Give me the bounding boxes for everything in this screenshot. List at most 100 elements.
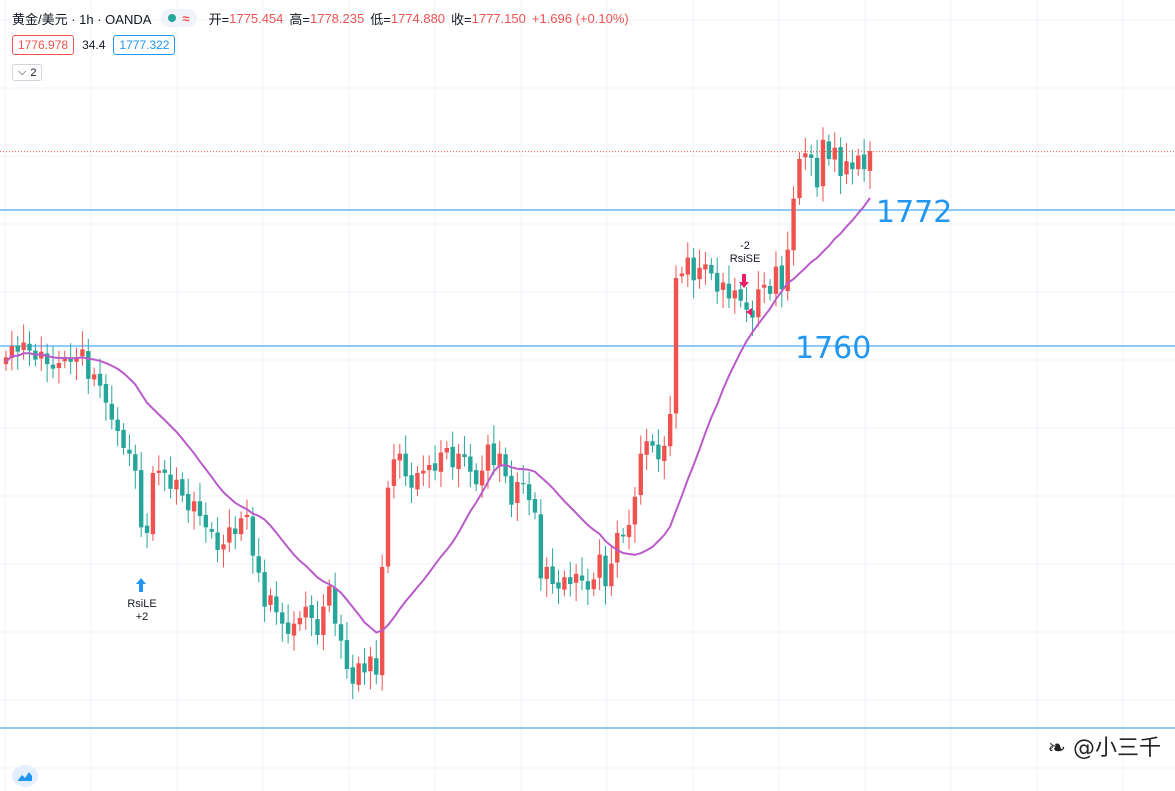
candle [650,434,655,453]
watermark: ❧ @小三千 [1048,730,1161,762]
candle-body [197,501,203,516]
market-status-pill[interactable]: ≈ [161,9,197,27]
candle-body [297,618,303,625]
candle-body [9,346,15,358]
candle-body [203,514,209,528]
candle-body [444,448,450,453]
candle [86,338,91,395]
candle-body [121,429,126,448]
candle-body [168,474,173,489]
candle-body [691,257,696,281]
candle-body [174,479,179,490]
candle-body [144,525,150,533]
candle-body [826,141,832,159]
candle [368,646,373,690]
indicator-count: 2 [30,66,37,79]
candle [321,594,326,651]
candle [703,251,708,285]
candle [844,143,849,184]
candle-body [785,249,790,292]
candle-body [233,528,238,535]
candle-body [532,499,538,513]
candle-body [709,264,714,274]
candle [133,444,138,489]
candle [767,279,773,301]
indicators-toggle-button[interactable]: ⌵ 2 [12,64,43,81]
sell-price-button[interactable]: 1776.978 [12,35,75,55]
candle-body [656,444,661,460]
candle-body [315,619,320,635]
candle [662,436,667,480]
candle [97,358,103,399]
candle [450,431,455,480]
candle-body [432,463,438,471]
candle-body [97,373,103,386]
candle [56,350,62,384]
candle [632,487,638,543]
candle-body [27,343,32,351]
candle-body [550,566,555,584]
candle [797,152,802,205]
candle [691,247,696,299]
candle-body [820,139,826,187]
candle [803,138,808,170]
horizontal-levels[interactable] [0,209,1175,729]
candle-body [332,587,338,624]
candle-body [62,357,67,362]
candle-body [526,484,532,501]
candle-body [797,159,802,199]
candle [667,395,673,456]
candle [679,266,685,284]
candle-body [409,475,414,488]
candle-body [138,470,144,528]
candle-body [803,153,808,158]
candle-body [732,290,738,299]
symbol-legend[interactable]: 黄金/美元 · 1h · OANDA ≈ 开= 1775.454 高= 1778… [12,8,629,28]
candle-body [438,452,444,472]
candle-body [21,342,26,350]
close-value: 1777.150 [471,10,526,26]
candle [227,509,232,553]
candle-body [426,465,432,471]
quote-row: 1776.978 34.4 1777.322 [12,35,176,55]
symbol-title[interactable]: 黄金/美元 · 1h · OANDA [12,11,152,27]
candle-body [726,283,732,299]
candle [509,460,514,518]
candle [186,478,191,523]
candle [62,350,67,369]
candle [538,499,544,591]
candle [233,516,238,550]
candle-body [814,157,820,188]
buy-price-button[interactable]: 1777.322 [113,35,176,55]
candle [362,648,367,685]
candle [573,564,579,601]
candle-body [703,264,708,270]
candle [532,492,538,520]
candle-body [379,567,385,676]
tradingview-logo-icon[interactable] [12,765,38,787]
candle [297,611,303,632]
candle-body [521,483,526,485]
candle-body [215,532,220,550]
candle [438,440,444,488]
candle [403,435,408,486]
candle [285,604,291,644]
candle-body [620,534,626,537]
candle-body [156,470,162,473]
candle [585,568,591,605]
candle-body [368,656,373,672]
candle-body [485,444,491,471]
candle-body [562,577,567,590]
candle-body [362,663,367,673]
candle [385,480,391,574]
candle [444,441,450,460]
candle [638,435,643,505]
candle [309,595,314,637]
candle-body [91,374,97,380]
wave-icon: ≈ [182,10,190,26]
candle [791,186,796,266]
candle-body [850,162,855,170]
candle-body [221,544,226,550]
low-value: 1774.880 [390,10,446,26]
